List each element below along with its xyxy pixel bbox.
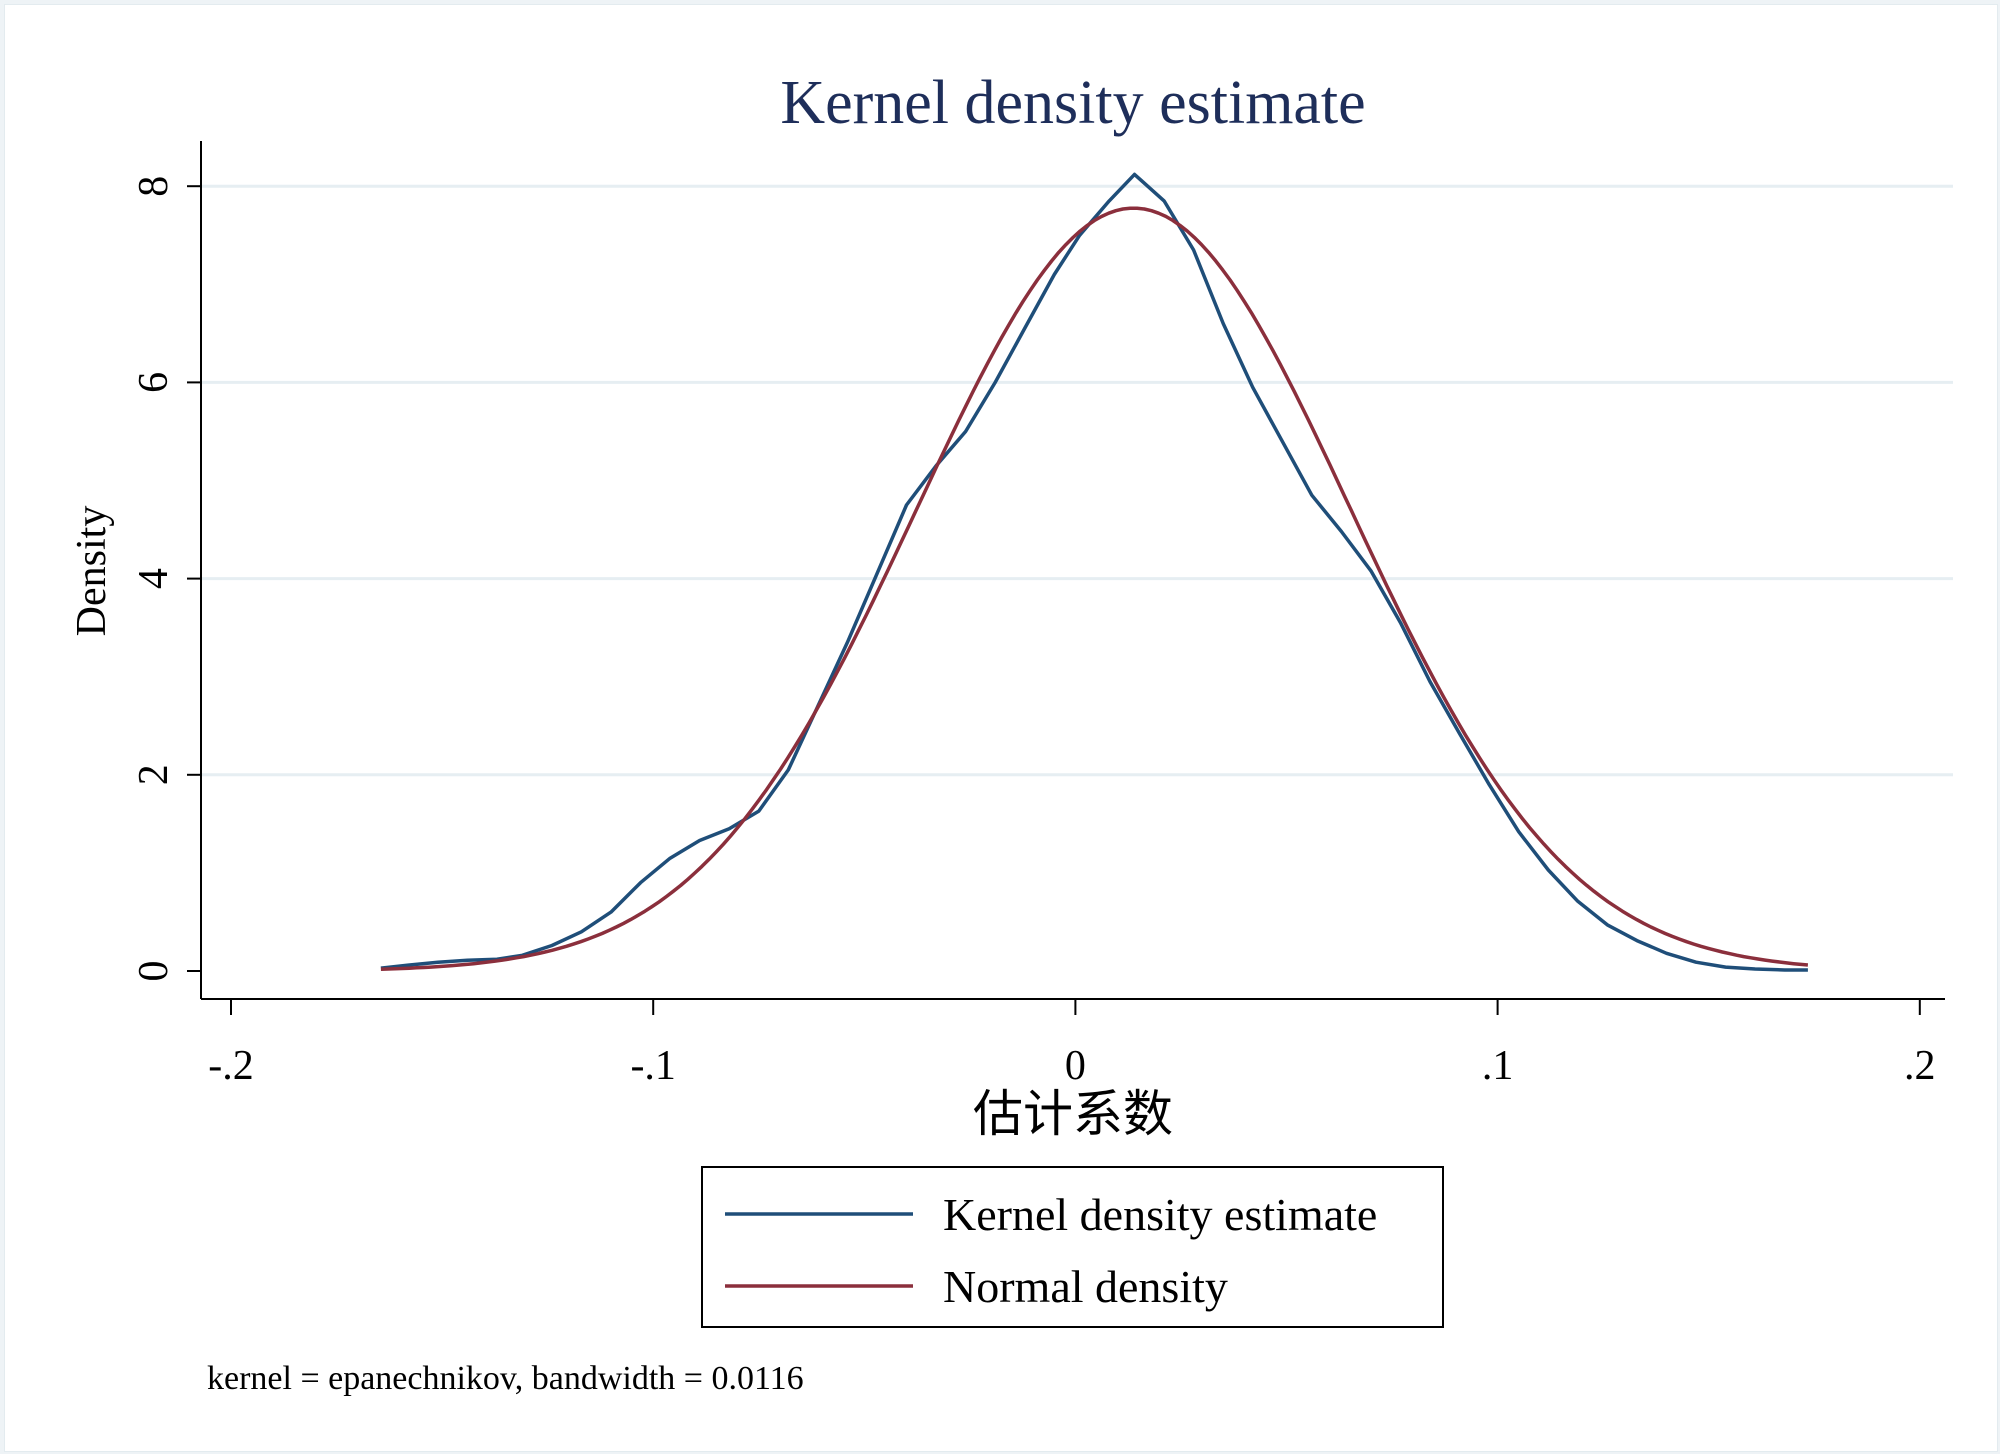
legend-label-kernel: Kernel density estimate xyxy=(943,1189,1377,1240)
y-tick-label: 4 xyxy=(131,568,177,589)
x-tick-label: .1 xyxy=(1482,1043,1514,1089)
kernel-density-line xyxy=(380,172,1808,972)
footnote: kernel = epanechnikov, bandwidth = 0.011… xyxy=(207,1360,804,1397)
series-lines xyxy=(380,172,1809,972)
legend-box xyxy=(701,1166,1444,1328)
chart-title: Kernel density estimate xyxy=(780,69,1365,137)
normal-density-line xyxy=(380,206,1809,971)
y-axis-label: Density xyxy=(69,506,115,637)
x-axis-ticks: -.2 -.1 0 .1 .2 xyxy=(208,999,1936,1089)
grid-lines xyxy=(201,184,1953,777)
y-tick-label: 6 xyxy=(131,372,177,393)
legend: Kernel density estimate Normal density xyxy=(701,1166,1444,1328)
chart-frame: Kernel density estimate 0 2 4 6 8 -.2 -.1 0 .1.… xyxy=(4,4,1998,1452)
x-tick-label: -.2 xyxy=(208,1043,254,1089)
density-chart: Kernel density estimate 0 2 4 6 8 -.2 -.1 0 .1.… xyxy=(69,69,1953,1397)
x-tick-label: .2 xyxy=(1904,1043,1936,1089)
y-tick-label: 2 xyxy=(131,764,177,785)
legend-label-normal: Normal density xyxy=(943,1261,1228,1312)
y-tick-label: 8 xyxy=(131,176,177,197)
x-tick-label: 0 xyxy=(1065,1043,1086,1089)
x-tick-label: -.1 xyxy=(630,1043,676,1089)
y-axis-ticks: 0 2 4 6 8 xyxy=(131,176,201,982)
y-tick-label: 0 xyxy=(131,961,177,982)
x-axis-label: 估计系数 xyxy=(973,1085,1173,1143)
